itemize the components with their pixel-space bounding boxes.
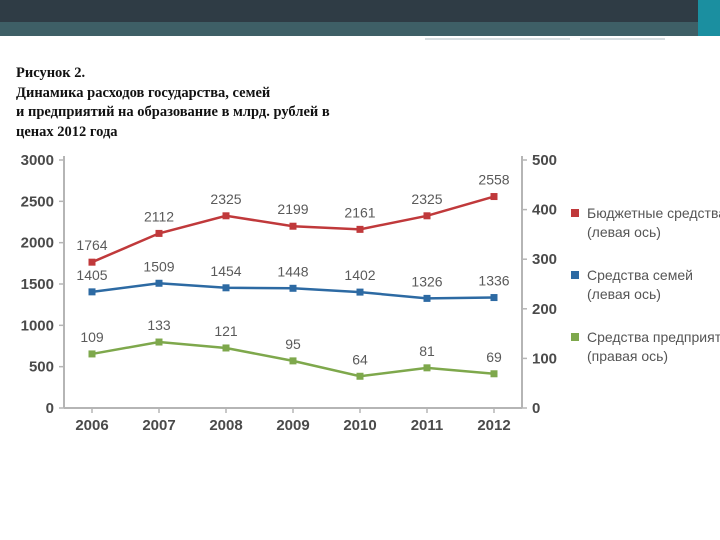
legend-label: Средства предприятий xyxy=(587,329,720,345)
data-point xyxy=(490,370,498,378)
x-axis-tick-label: 2010 xyxy=(343,417,376,434)
data-point xyxy=(356,225,364,233)
left-axis-tick-label: 2000 xyxy=(21,235,54,252)
data-label: 2558 xyxy=(478,172,509,188)
figure-caption: Рисунок 2. Динамика расходов государства… xyxy=(16,64,436,142)
left-axis-tick-label: 1000 xyxy=(21,317,54,334)
right-axis-tick-label: 100 xyxy=(532,350,557,367)
right-axis-tick-label: 0 xyxy=(532,400,540,417)
data-point xyxy=(423,294,431,302)
data-point xyxy=(88,258,96,266)
data-point xyxy=(423,364,431,372)
data-point xyxy=(222,344,230,352)
legend-label: (левая ось) xyxy=(587,224,661,240)
x-axis-tick-label: 2012 xyxy=(477,417,510,434)
left-axis-tick-label: 0 xyxy=(46,400,54,417)
left-axis-tick-label: 2500 xyxy=(21,193,54,210)
data-label: 1454 xyxy=(210,263,241,279)
header-rule xyxy=(580,38,665,40)
caption-line: ценах 2012 года xyxy=(16,123,118,140)
right-axis-tick-label: 400 xyxy=(532,202,557,219)
data-point xyxy=(356,372,364,380)
data-point xyxy=(289,357,297,365)
x-axis-tick-label: 2011 xyxy=(411,417,444,434)
data-point xyxy=(155,229,163,237)
data-label: 1764 xyxy=(76,237,107,253)
x-axis-tick-label: 2007 xyxy=(142,417,175,434)
data-point xyxy=(155,279,163,287)
x-axis-tick-label: 2006 xyxy=(75,417,108,434)
data-label: 121 xyxy=(214,323,238,339)
left-axis-tick-label: 3000 xyxy=(21,152,54,169)
legend-label: Бюджетные средства xyxy=(587,205,720,221)
data-label: 1405 xyxy=(76,267,107,283)
data-label: 1402 xyxy=(344,267,375,283)
right-axis-tick-label: 500 xyxy=(532,152,557,169)
data-point xyxy=(490,193,498,201)
data-point xyxy=(155,338,163,346)
legend-swatch xyxy=(571,333,579,341)
caption-line: Динамика расходов государства, семей xyxy=(16,84,271,101)
legend-label: Средства семей xyxy=(587,267,693,283)
right-axis-tick-label: 200 xyxy=(532,301,557,318)
legend-swatch xyxy=(571,209,579,217)
data-point xyxy=(423,212,431,220)
data-point xyxy=(356,288,364,296)
data-point xyxy=(289,222,297,230)
data-point xyxy=(222,212,230,220)
data-label: 133 xyxy=(147,317,171,333)
data-label: 81 xyxy=(419,343,435,359)
data-label: 109 xyxy=(80,329,104,345)
header-accent xyxy=(698,0,720,36)
data-label: 69 xyxy=(486,349,502,365)
header-rule xyxy=(425,38,570,40)
data-point xyxy=(88,288,96,296)
left-axis-tick-label: 1500 xyxy=(21,276,54,293)
data-label: 1448 xyxy=(277,263,308,279)
data-label: 2325 xyxy=(210,191,241,207)
x-axis-tick-label: 2008 xyxy=(209,417,242,434)
legend-label: (правая ось) xyxy=(587,348,668,364)
caption-line: Рисунок 2. xyxy=(16,65,86,81)
data-label: 1336 xyxy=(478,273,509,289)
data-label: 64 xyxy=(352,351,368,367)
left-axis-tick-label: 500 xyxy=(29,359,54,376)
caption-line: и предприятий на образование в млрд. руб… xyxy=(16,104,330,120)
data-label: 2112 xyxy=(144,208,174,224)
data-point xyxy=(490,294,498,302)
header-strip xyxy=(0,22,720,36)
data-label: 2161 xyxy=(344,204,375,220)
data-label: 2199 xyxy=(277,201,308,217)
legend-swatch xyxy=(571,271,579,279)
header-bar xyxy=(0,0,720,22)
data-label: 1509 xyxy=(143,258,174,274)
data-label: 2325 xyxy=(411,191,442,207)
x-axis-tick-label: 2009 xyxy=(276,417,309,434)
data-point xyxy=(222,284,230,292)
data-label: 95 xyxy=(285,336,301,352)
legend-label: (левая ось) xyxy=(587,286,661,302)
data-label: 1326 xyxy=(411,273,442,289)
right-axis-tick-label: 300 xyxy=(532,251,557,268)
data-point xyxy=(289,284,297,292)
data-point xyxy=(88,350,96,358)
